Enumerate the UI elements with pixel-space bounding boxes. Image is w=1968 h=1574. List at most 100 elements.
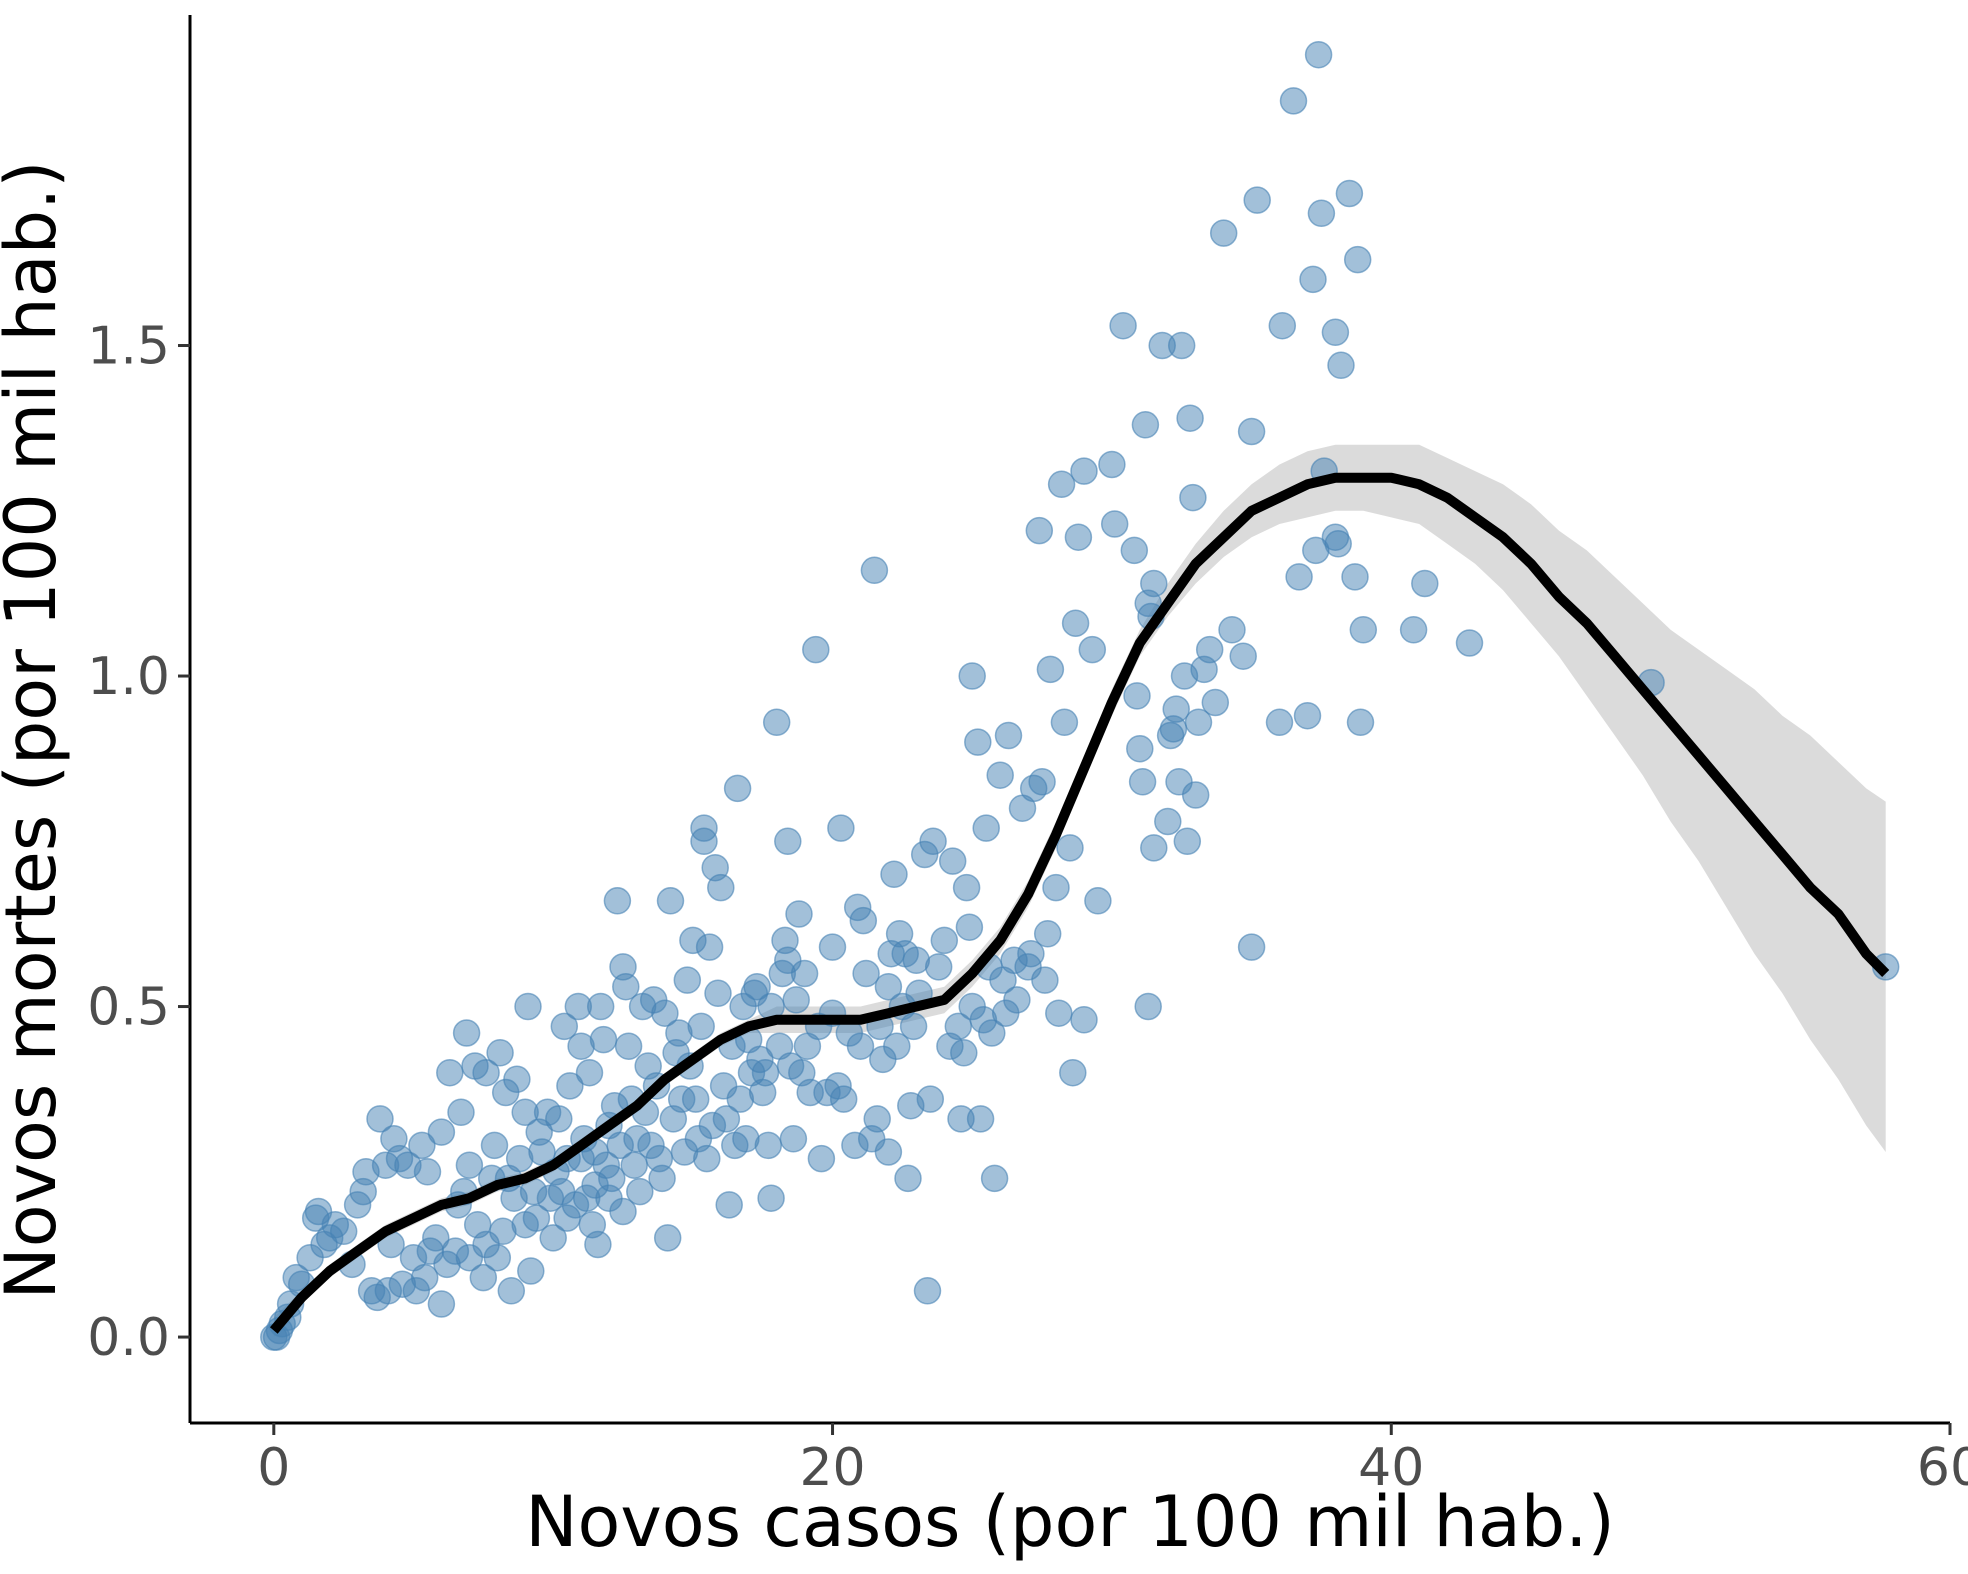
data-point bbox=[1176, 404, 1204, 432]
y-tick-label: 1.5 bbox=[87, 317, 170, 377]
data-point bbox=[1343, 245, 1372, 274]
data-point bbox=[779, 1125, 808, 1153]
x-tick-label: 60 bbox=[1917, 1438, 1968, 1498]
data-point bbox=[712, 1105, 741, 1133]
data-point bbox=[469, 1263, 498, 1292]
data-point bbox=[863, 1105, 891, 1133]
data-point bbox=[707, 873, 735, 902]
data-point bbox=[874, 972, 903, 1001]
data-point bbox=[1154, 807, 1182, 836]
data-point bbox=[653, 1224, 682, 1252]
data-point bbox=[1100, 510, 1129, 538]
data-point bbox=[966, 1105, 995, 1133]
data-point bbox=[802, 635, 830, 664]
data-point bbox=[874, 1138, 903, 1166]
data-point bbox=[1128, 768, 1157, 796]
data-point bbox=[1047, 470, 1076, 499]
x-tick-label: 0 bbox=[257, 1438, 290, 1498]
data-point bbox=[916, 1085, 945, 1113]
data-point bbox=[681, 1085, 710, 1113]
data-point bbox=[955, 913, 984, 941]
data-point bbox=[1184, 708, 1213, 737]
data-point bbox=[366, 1105, 394, 1133]
data-point bbox=[486, 1039, 514, 1067]
data-point bbox=[899, 1012, 928, 1041]
data-point bbox=[1098, 450, 1126, 479]
data-point bbox=[1028, 768, 1056, 796]
data-point bbox=[1031, 966, 1059, 994]
data-point bbox=[827, 814, 855, 842]
data-point bbox=[589, 1025, 618, 1054]
data-point bbox=[1061, 609, 1090, 637]
data-point bbox=[883, 1032, 911, 1060]
data-point bbox=[408, 1131, 436, 1160]
data-point bbox=[586, 992, 615, 1021]
data-point bbox=[447, 1098, 475, 1127]
y-axis-title: Novos mortes (por 100 mil hab.) bbox=[0, 160, 72, 1299]
data-point bbox=[1025, 516, 1054, 545]
data-point bbox=[1341, 563, 1369, 591]
data-point bbox=[1399, 616, 1428, 644]
data-point bbox=[427, 1118, 456, 1146]
data-point bbox=[1335, 179, 1364, 208]
data-point bbox=[757, 1184, 785, 1212]
data-point bbox=[1173, 827, 1202, 856]
ticks-layer: 0 20 40 60 0.0 0.5 1.0 1.5 bbox=[87, 317, 1968, 1498]
data-point bbox=[1123, 682, 1151, 710]
data-point bbox=[762, 708, 791, 737]
data-point bbox=[751, 1058, 780, 1087]
data-point bbox=[980, 1164, 1009, 1193]
data-point bbox=[1265, 708, 1294, 737]
data-point bbox=[1070, 1006, 1098, 1034]
data-point bbox=[818, 933, 847, 961]
data-point bbox=[790, 959, 819, 988]
smooth-line bbox=[269, 472, 1890, 1334]
data-point bbox=[846, 1032, 875, 1060]
data-point bbox=[964, 728, 992, 756]
data-point bbox=[1195, 635, 1224, 664]
data-point bbox=[497, 1277, 526, 1305]
data-point bbox=[880, 860, 908, 889]
data-point bbox=[612, 972, 640, 1001]
data-point bbox=[994, 721, 1023, 750]
data-point bbox=[1349, 616, 1378, 644]
data-point bbox=[1229, 642, 1257, 670]
data-point bbox=[1243, 186, 1271, 214]
data-point bbox=[1307, 199, 1336, 228]
data-point bbox=[673, 966, 702, 994]
data-point bbox=[452, 1019, 481, 1047]
data-point bbox=[952, 873, 981, 902]
data-point bbox=[950, 1039, 978, 1067]
data-point bbox=[860, 556, 889, 585]
data-point bbox=[986, 761, 1014, 789]
data-point bbox=[1033, 920, 1062, 948]
y-tick-label: 0.5 bbox=[87, 978, 170, 1038]
data-point bbox=[545, 1105, 573, 1133]
data-point bbox=[483, 1243, 512, 1272]
data-point bbox=[514, 992, 542, 1021]
data-point bbox=[503, 1065, 531, 1094]
data-point bbox=[1056, 834, 1084, 862]
data-point bbox=[1017, 939, 1045, 968]
data-point bbox=[690, 827, 718, 856]
data-point bbox=[1237, 417, 1266, 446]
data-point bbox=[648, 1164, 676, 1193]
smooth-line-layer bbox=[269, 472, 1890, 1334]
data-point bbox=[785, 900, 813, 928]
data-point bbox=[427, 1290, 456, 1318]
data-point bbox=[603, 887, 632, 915]
data-point bbox=[522, 1204, 551, 1232]
data-point bbox=[944, 1012, 973, 1041]
data-point bbox=[1279, 87, 1308, 115]
data-point bbox=[693, 1144, 721, 1173]
data-point bbox=[1179, 483, 1207, 512]
data-point bbox=[1285, 563, 1313, 591]
data-point bbox=[1042, 873, 1070, 902]
y-tick-label: 1.0 bbox=[87, 647, 170, 707]
data-point bbox=[849, 906, 878, 935]
data-point bbox=[1036, 655, 1065, 684]
data-point bbox=[329, 1217, 358, 1246]
data-point bbox=[704, 979, 732, 1008]
data-point bbox=[539, 1224, 567, 1252]
